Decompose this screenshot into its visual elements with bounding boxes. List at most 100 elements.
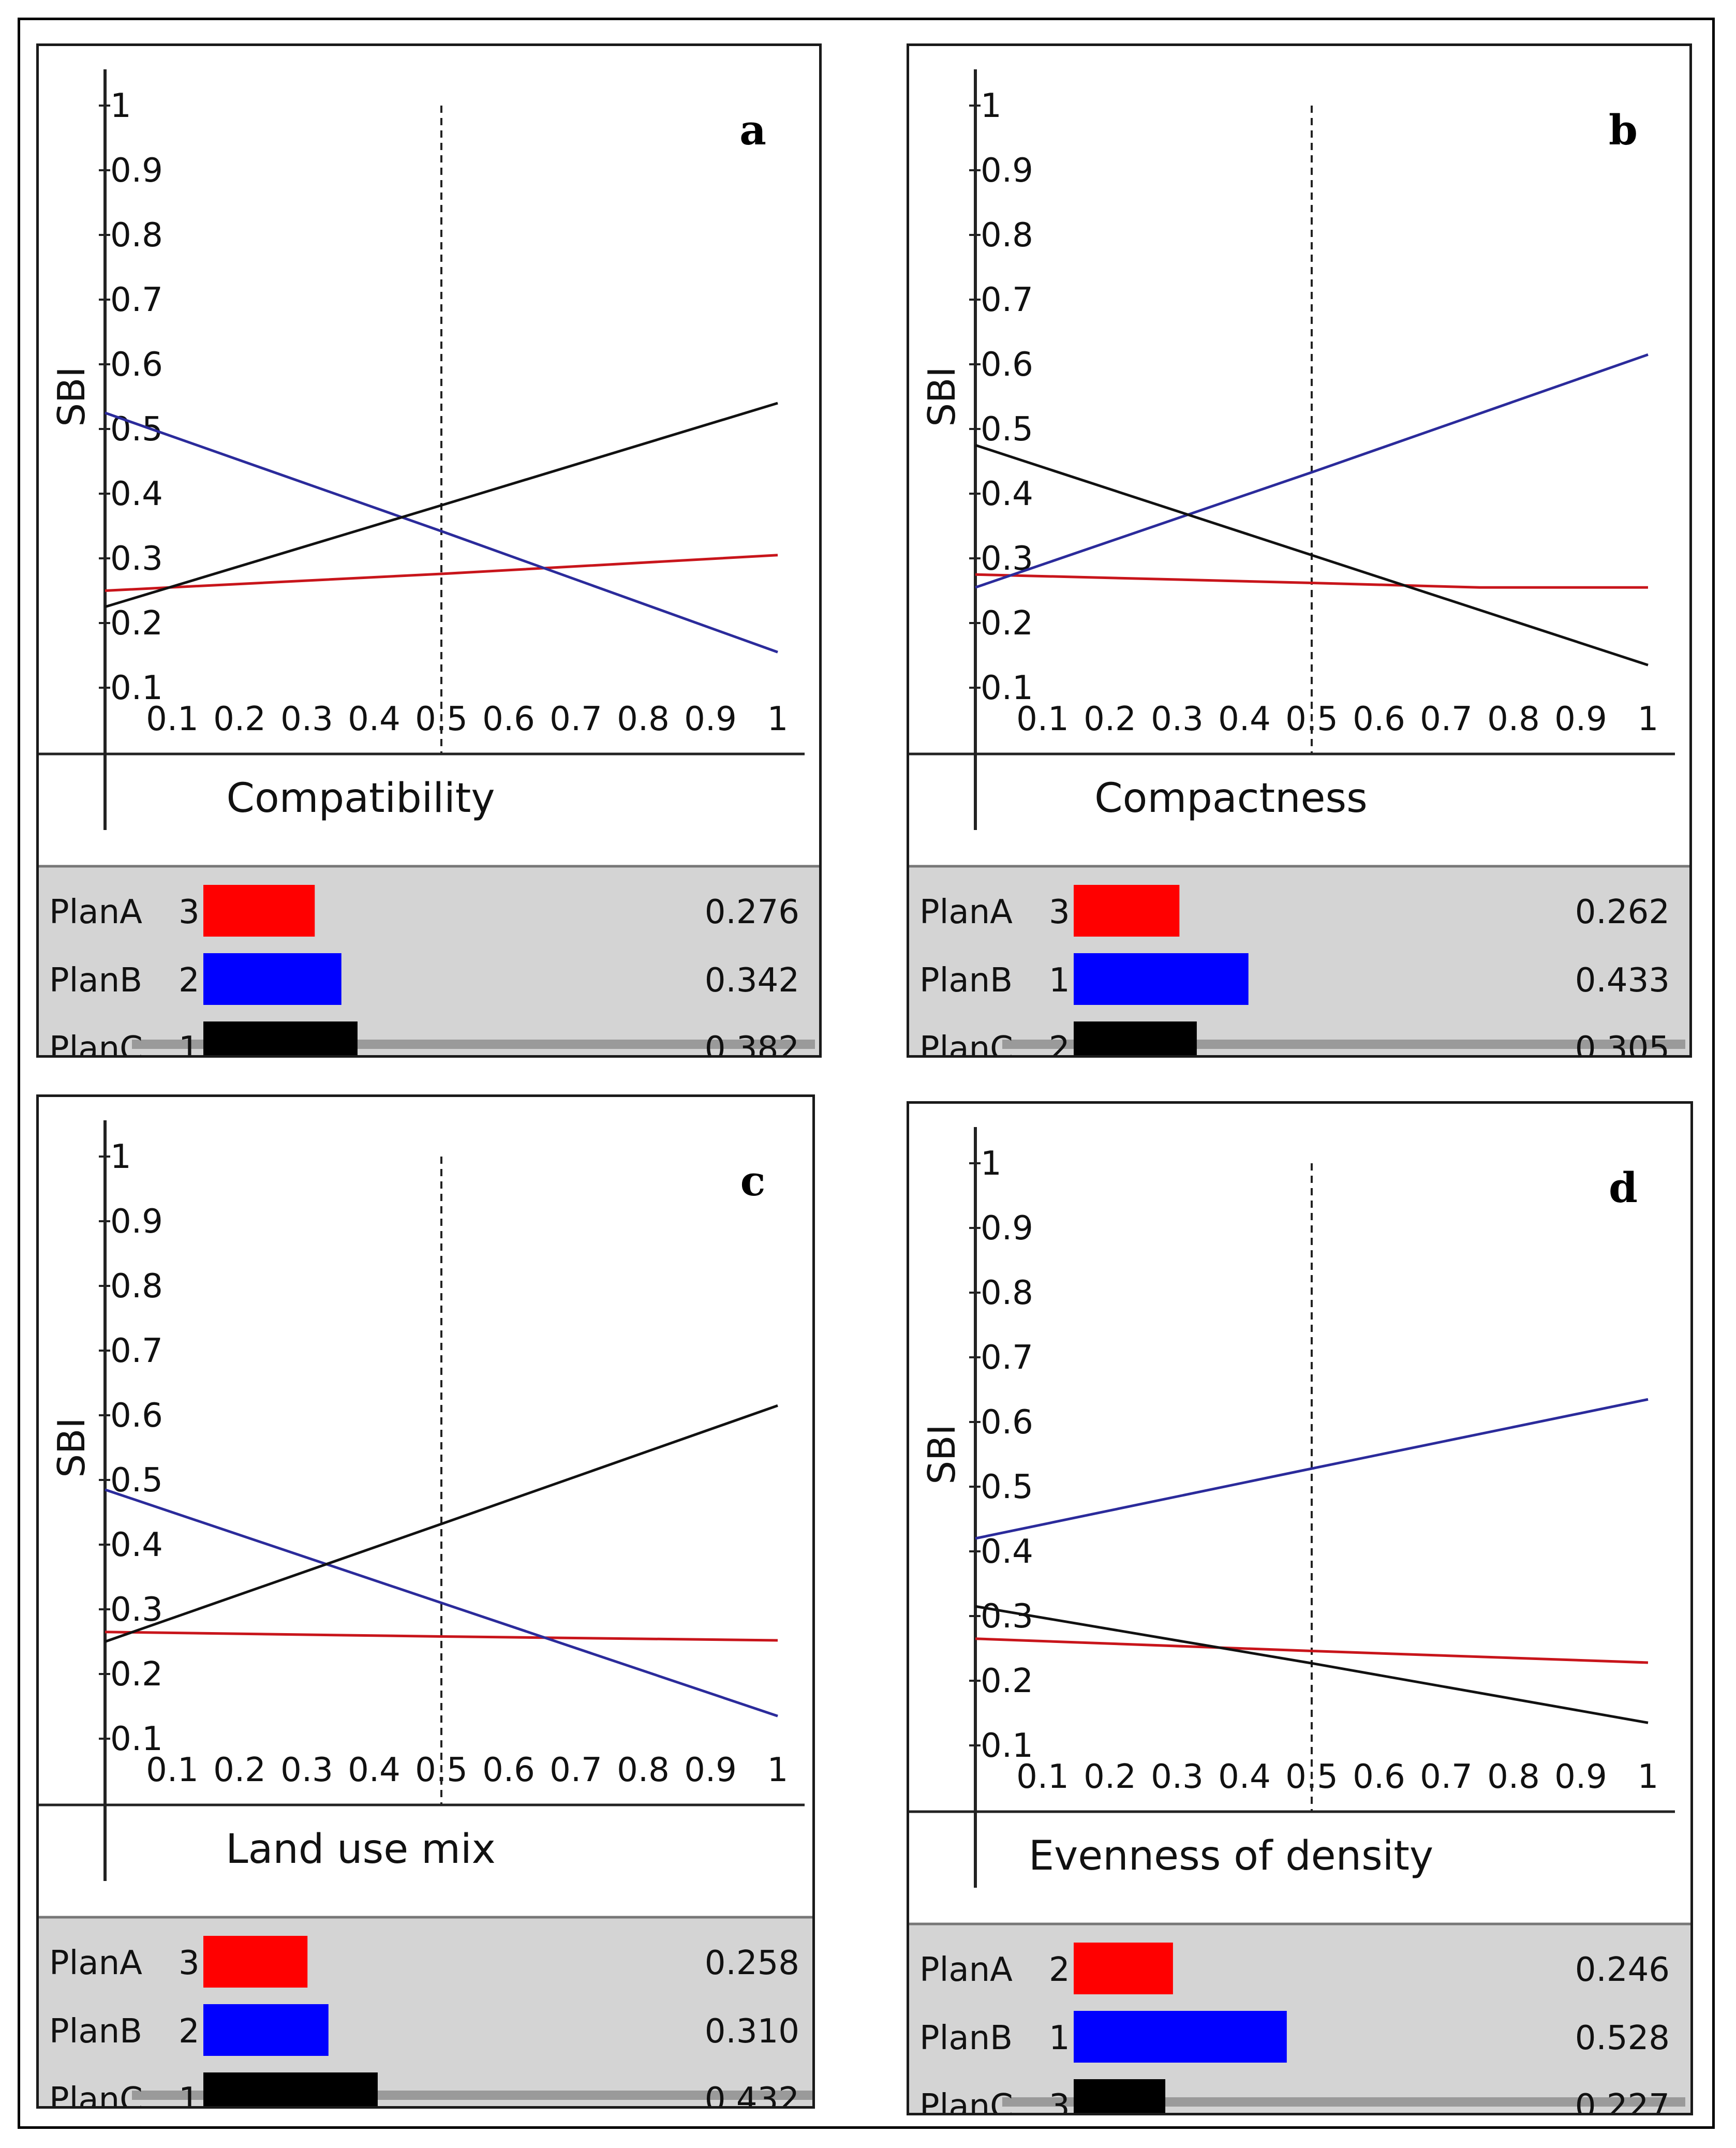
y-tick-label: 0.3 [110, 1591, 163, 1629]
y-tick-label: 0.4 [110, 1526, 163, 1564]
result-value: 0.432 [705, 2081, 799, 2106]
x-tick-label: 0.2 [213, 700, 266, 738]
result-bar-planc [203, 1021, 358, 1055]
plan-name: PlanC [49, 1030, 143, 1055]
y-tick-label: 0.6 [981, 1403, 1033, 1442]
y-tick-label: 1 [981, 87, 1002, 125]
plan-rank: 3 [179, 1944, 200, 1982]
x-tick-label: 0.6 [482, 1751, 535, 1789]
series-line-plana [975, 573, 1648, 589]
result-bar-planb [203, 2004, 329, 2056]
x-tick-label: 0.8 [1487, 1758, 1540, 1796]
plan-name: PlanB [49, 961, 142, 1000]
x-tick-label: 0.4 [348, 1751, 400, 1789]
x-tick-label: 0.4 [1218, 700, 1271, 738]
y-tick-label: 1 [110, 87, 131, 125]
x-tick-label: 1 [767, 1751, 789, 1789]
series-line-planb [975, 353, 1649, 589]
result-bar-planc [1074, 2079, 1166, 2113]
figure-frame [18, 18, 1715, 2129]
x-tick-label: 0.3 [1151, 700, 1204, 738]
x-axis-label: Compatibility [227, 775, 495, 822]
x-tick-label: 0.6 [1353, 700, 1405, 738]
series-line-plana [975, 1637, 1649, 1664]
plan-name: PlanB [49, 2012, 142, 2051]
result-bar-planc [203, 2072, 378, 2106]
y-tick-label: 0.7 [981, 281, 1033, 319]
plan-name: PlanB [919, 2019, 1013, 2057]
panel-letter: d [1609, 1163, 1638, 1212]
result-value: 0.382 [705, 1030, 799, 1055]
x-tick-label: 1 [1638, 700, 1659, 738]
y-tick-label: 0.2 [110, 604, 163, 643]
y-tick-label: 0.5 [981, 1468, 1033, 1506]
x-tick-label: 0.3 [280, 1751, 333, 1789]
x-tick-label: 0.2 [213, 1751, 266, 1789]
plan-rank: 1 [179, 2081, 200, 2106]
y-tick-label: 0.2 [110, 1655, 163, 1694]
y-tick-label: 0.1 [110, 1720, 163, 1758]
result-bar-plana [203, 885, 315, 937]
plan-rank: 2 [1049, 1030, 1070, 1055]
plan-rank: 1 [1049, 961, 1070, 1000]
results-area [909, 1924, 1690, 2113]
plan-name: PlanC [49, 2081, 143, 2106]
plan-name: PlanA [49, 1944, 142, 1982]
x-tick-label: 0.8 [617, 1751, 670, 1789]
x-tick-label: 0.7 [1420, 1758, 1473, 1796]
series-line-planc [975, 1605, 1649, 1724]
results-area [39, 866, 819, 1055]
x-tick-label: 0.2 [1084, 700, 1136, 738]
series-line-plana [105, 554, 778, 592]
panel-d: 0.1 0.2 0.3 0.4 0.5 0.6 0.7 0.8 0.9 1 0.1 0.2 0.3 0.4… [907, 1101, 1693, 2115]
plan-rank: 1 [179, 1030, 200, 1055]
plan-rank: 3 [1049, 893, 1070, 931]
y-tick-label: 0.3 [981, 1597, 1033, 1636]
y-tick-label: 0.6 [110, 346, 163, 384]
x-tick-label: 0.1 [1016, 700, 1069, 738]
y-tick-label: 0.9 [981, 152, 1033, 190]
x-tick-label: 0.3 [1151, 1758, 1204, 1796]
result-value: 0.310 [705, 2012, 799, 2051]
y-tick-label: 0.5 [981, 410, 1033, 449]
result-bar-plana [203, 1936, 308, 1988]
x-tick-label: 0.1 [146, 1751, 199, 1789]
x-tick-label: 0.7 [550, 1751, 602, 1789]
y-tick-label: 0.7 [110, 281, 163, 319]
result-value: 0.342 [705, 961, 799, 1000]
series-line-planc [105, 402, 778, 609]
x-tick-label: 0.8 [1487, 700, 1540, 738]
result-bar-planb [1074, 2011, 1287, 2063]
y-tick-label: 0.7 [981, 1339, 1033, 1377]
y-tick-label: 0.9 [110, 1203, 163, 1241]
y-tick-label: 0.3 [981, 540, 1033, 578]
result-value: 0.258 [705, 1944, 799, 1982]
panel-b: 0.1 0.2 0.3 0.4 0.5 0.6 0.7 0.8 0.9 1 0.1 0.2 0.3 0.4… [907, 43, 1692, 1058]
x-tick-label: 0.9 [684, 700, 737, 738]
plan-name: PlanB [919, 961, 1013, 1000]
results-area [909, 866, 1689, 1055]
result-bar-plana [1074, 885, 1180, 937]
x-tick-label: 0.7 [1420, 700, 1473, 738]
y-tick-label: 0.8 [981, 1274, 1033, 1312]
plan-name: PlanC [919, 2087, 1013, 2113]
y-tick-label: 0.8 [981, 216, 1033, 255]
plan-name: PlanA [919, 893, 1013, 931]
y-axis-label: SBI [50, 366, 93, 426]
panel-c: 0.1 0.2 0.3 0.4 0.5 0.6 0.7 0.8 0.9 1 0.1 0.2 0.3 0.4… [36, 1094, 815, 2109]
y-tick-label: 0.9 [110, 152, 163, 190]
plan-rank: 1 [1049, 2019, 1070, 2057]
y-tick-label: 1 [981, 1145, 1002, 1183]
x-tick-label: 0.7 [550, 700, 602, 738]
y-tick-label: 0.1 [981, 1727, 1033, 1765]
result-value: 0.433 [1575, 961, 1670, 1000]
chart-c: 0.10.20.30.40.50.60.70.80.910.1 0.2 0.3 0.4… [39, 1120, 812, 2106]
x-tick-label: 0.8 [617, 700, 670, 738]
series-line-planc [975, 443, 1649, 666]
y-tick-label: 0.8 [110, 1267, 163, 1306]
chart-b: 0.1 0.2 0.3 0.4 0.5 0.6 0.7 0.8 0.9 1 0.1 0.2 0.3 0.4… [909, 69, 1689, 1055]
x-tick-label: 0.1 [146, 700, 199, 738]
x-tick-label: 0.3 [280, 700, 333, 738]
result-value: 0.276 [705, 893, 799, 931]
y-tick-label: 0.1 [110, 669, 163, 707]
